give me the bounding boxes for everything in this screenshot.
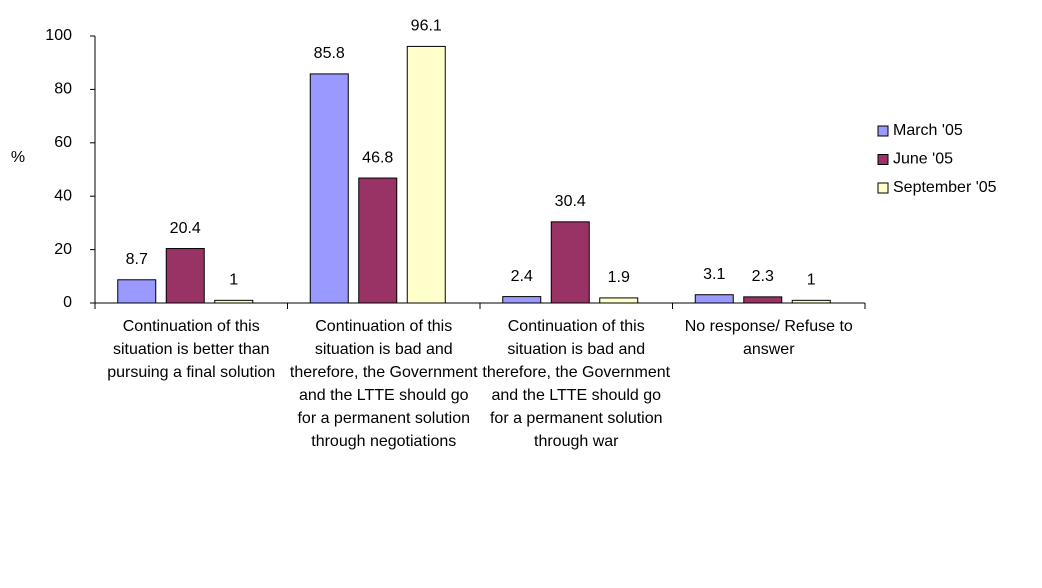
x-tick-label-box: Continuation of this situation is better…	[107, 318, 276, 381]
y-tick-label: 100	[45, 27, 72, 44]
y-tick-label: 80	[54, 81, 72, 98]
value-label: 85.8	[314, 45, 345, 62]
bar	[214, 299, 254, 304]
value-label: 96.1	[411, 18, 442, 35]
bar	[743, 296, 783, 304]
legend-swatch	[877, 182, 889, 194]
value-label: 30.4	[555, 193, 586, 210]
legend-label: September '05	[893, 179, 997, 196]
x-tick-label: No response/ Refuse to answer	[684, 318, 853, 358]
legend-label: March '05	[893, 122, 963, 139]
y-tick-label: 60	[54, 134, 72, 151]
bar	[791, 299, 831, 304]
value-label: 3.1	[703, 266, 725, 283]
bar	[406, 45, 446, 304]
y-axis-label: %	[11, 149, 25, 166]
value-label: 46.8	[362, 149, 393, 166]
legend-label: June '05	[893, 151, 953, 168]
value-label: 1.9	[608, 269, 630, 286]
x-tick-label-box: Continuation of this situation is bad an…	[482, 318, 671, 450]
y-tick-label: 0	[63, 294, 72, 311]
value-label: 20.4	[170, 220, 201, 237]
legend-swatch	[877, 125, 889, 137]
value-label: 2.3	[752, 268, 774, 285]
x-tick-label: Continuation of this situation is better…	[107, 318, 276, 381]
x-tick-label-box: Continuation of this situation is bad an…	[289, 318, 478, 450]
x-tick-label: Continuation of this situation is bad an…	[482, 318, 671, 450]
legend-swatch	[877, 154, 889, 165]
bar	[358, 177, 398, 304]
value-label: 1	[229, 272, 238, 289]
x-tick-label: Continuation of this situation is bad an…	[289, 318, 478, 450]
y-tick-label: 20	[54, 241, 72, 258]
value-label: 2.4	[511, 268, 533, 285]
value-label: 8.7	[126, 251, 148, 268]
bar	[165, 248, 205, 304]
x-tick-label-box: No response/ Refuse to answer	[684, 318, 853, 358]
value-label: 1	[807, 272, 816, 289]
bar	[309, 73, 349, 304]
y-tick-label: 40	[54, 187, 72, 204]
bar	[502, 296, 542, 304]
bar	[694, 294, 734, 304]
bar	[599, 297, 639, 304]
bar	[550, 221, 590, 304]
bar	[117, 279, 157, 304]
